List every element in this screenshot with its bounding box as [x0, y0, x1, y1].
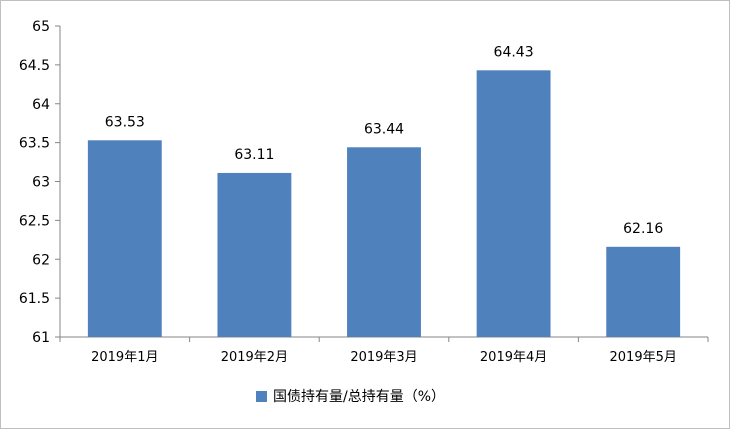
bar [476, 70, 551, 337]
x-tick-label: 2019年3月 [350, 350, 417, 365]
data-label: 63.44 [364, 121, 404, 137]
y-tick-label: 61.5 [19, 291, 50, 307]
bar [87, 140, 162, 337]
y-tick-label: 65 [32, 19, 50, 35]
data-label: 64.43 [494, 44, 534, 60]
data-label: 62.16 [623, 221, 663, 237]
bar [347, 147, 421, 337]
bar [217, 172, 292, 337]
x-tick-label: 2019年1月 [91, 350, 158, 365]
y-tick-label: 62.5 [19, 213, 50, 229]
x-tick-label: 2019年5月 [610, 350, 677, 365]
y-tick-label: 61 [32, 330, 50, 346]
data-label: 63.53 [105, 114, 145, 130]
y-tick-label: 63.5 [19, 136, 50, 152]
y-tick-label: 62 [32, 252, 50, 268]
bar [606, 246, 681, 337]
x-tick-label: 2019年2月 [221, 350, 288, 365]
data-label: 63.11 [234, 147, 274, 163]
y-tick-label: 64.5 [19, 58, 50, 74]
legend-label: 国债持有量/总持有量（%） [273, 389, 446, 405]
legend: 国债持有量/总持有量（%） [256, 386, 445, 406]
x-tick-label: 2019年4月 [480, 350, 547, 365]
legend-swatch [256, 390, 267, 402]
y-tick-label: 63 [32, 175, 50, 191]
y-tick-label: 64 [32, 97, 50, 113]
